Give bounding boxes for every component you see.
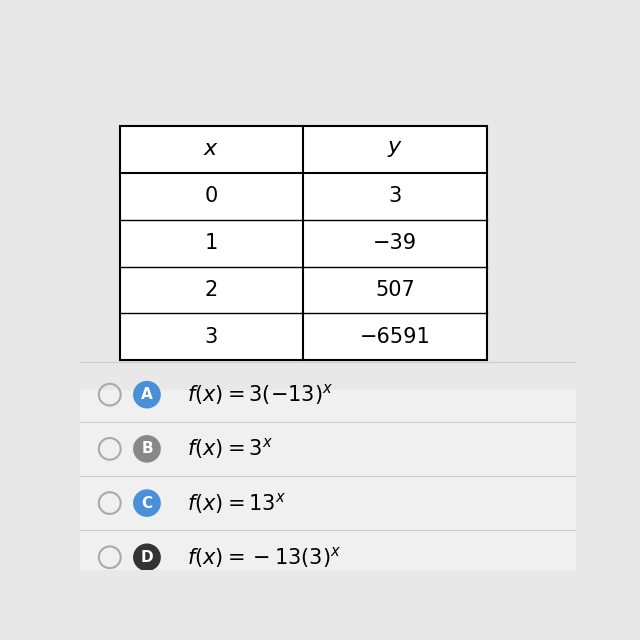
Circle shape	[133, 435, 161, 463]
Text: $f(x) = 13^x$: $f(x) = 13^x$	[187, 491, 286, 516]
Text: 507: 507	[375, 280, 415, 300]
Circle shape	[133, 489, 161, 517]
Text: $y$: $y$	[387, 140, 403, 159]
Text: $x$: $x$	[204, 140, 220, 159]
Text: 1: 1	[205, 233, 218, 253]
Text: B: B	[141, 442, 153, 456]
Text: $f(x) = 3(-13)^x$: $f(x) = 3(-13)^x$	[187, 382, 333, 407]
Text: A: A	[141, 387, 153, 402]
Circle shape	[133, 381, 161, 408]
Text: D: D	[141, 550, 153, 564]
Text: $f(x) = -13(3)^x$: $f(x) = -13(3)^x$	[187, 545, 341, 570]
Text: 3: 3	[388, 186, 401, 206]
Text: 2: 2	[205, 280, 218, 300]
Text: $f(x) = 3^x$: $f(x) = 3^x$	[187, 436, 273, 461]
Text: 3: 3	[205, 327, 218, 347]
Text: 0: 0	[205, 186, 218, 206]
Circle shape	[133, 543, 161, 571]
Bar	[120, 126, 487, 360]
Text: C: C	[141, 495, 152, 511]
Bar	[80, 390, 576, 616]
Text: −39: −39	[373, 233, 417, 253]
Text: −6591: −6591	[360, 327, 430, 347]
